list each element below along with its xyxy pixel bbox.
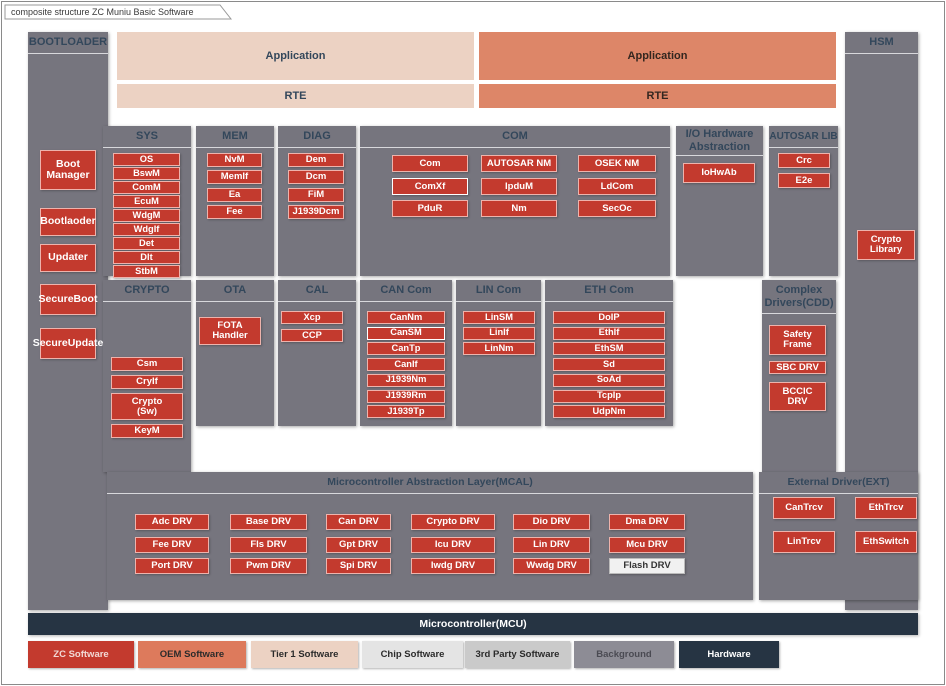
svg-text:composite structure ZC Muniu B: composite structure ZC Muniu Basic Softw… [11, 7, 194, 17]
